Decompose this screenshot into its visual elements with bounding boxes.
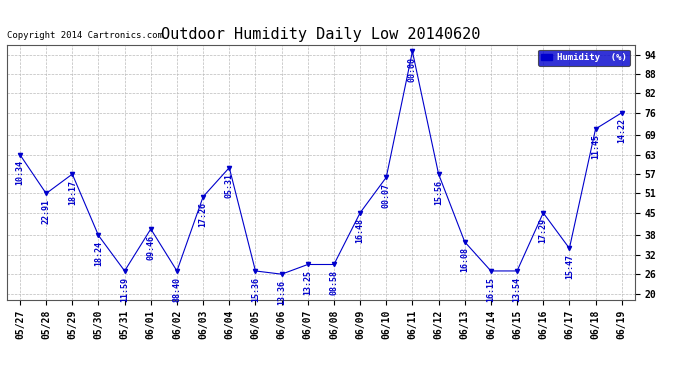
Text: 22:91: 22:91 (41, 199, 50, 224)
Text: 14:22: 14:22 (618, 118, 627, 143)
Text: 10:34: 10:34 (15, 160, 24, 185)
Text: 13:54: 13:54 (513, 276, 522, 302)
Text: 09:46: 09:46 (146, 234, 155, 260)
Text: 88:40: 88:40 (172, 276, 181, 302)
Text: 17:26: 17:26 (199, 202, 208, 227)
Text: 15:36: 15:36 (251, 276, 260, 302)
Text: 08:58: 08:58 (329, 270, 338, 295)
Text: 17:29: 17:29 (539, 218, 548, 243)
Text: 15:47: 15:47 (565, 254, 574, 279)
Text: Copyright 2014 Cartronics.com: Copyright 2014 Cartronics.com (7, 31, 163, 40)
Text: 00:00: 00:00 (408, 57, 417, 82)
Text: 15:56: 15:56 (434, 180, 443, 205)
Text: 16:08: 16:08 (460, 248, 469, 273)
Text: 18:24: 18:24 (94, 241, 103, 266)
Text: 05:31: 05:31 (225, 173, 234, 198)
Text: 18:17: 18:17 (68, 180, 77, 205)
Text: 13:36: 13:36 (277, 280, 286, 305)
Title: Outdoor Humidity Daily Low 20140620: Outdoor Humidity Daily Low 20140620 (161, 27, 480, 42)
Text: 11:59: 11:59 (120, 276, 129, 302)
Text: 13:25: 13:25 (304, 270, 313, 295)
Text: 16:15: 16:15 (486, 276, 495, 302)
Text: 16:48: 16:48 (355, 218, 364, 243)
Text: 00:07: 00:07 (382, 183, 391, 208)
Text: 11:45: 11:45 (591, 135, 600, 159)
Legend: Humidity  (%): Humidity (%) (538, 50, 630, 66)
